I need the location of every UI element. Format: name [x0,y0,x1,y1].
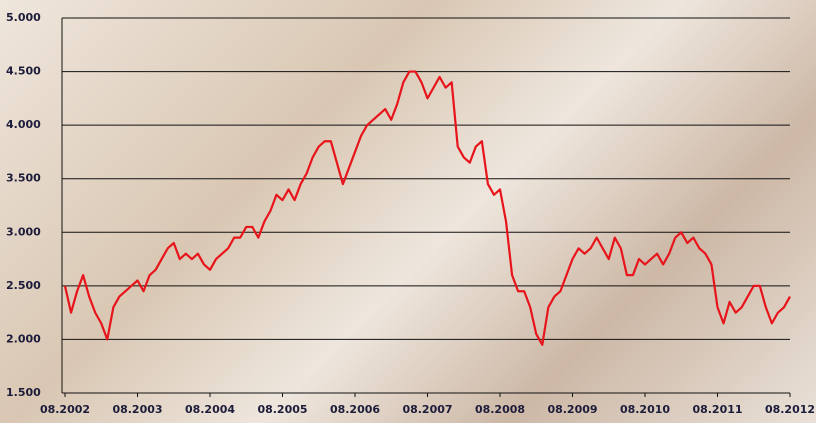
y-tick-label: 5.000 [6,11,41,24]
x-tick-label: 08.2002 [40,403,90,416]
x-tick-label: 08.2009 [547,403,597,416]
x-tick-label: 08.2012 [765,403,815,416]
y-tick-label: 2.000 [6,332,41,345]
y-tick-label: 3.000 [6,225,41,238]
y-tick-label: 4.000 [6,118,41,131]
y-tick-label: 3.500 [6,172,41,185]
x-tick-label: 08.2007 [402,403,452,416]
x-tick-label: 08.2010 [620,403,670,416]
line-series [65,72,790,345]
x-tick-label: 08.2011 [692,403,742,416]
x-tick-label: 08.2006 [330,403,380,416]
y-tick-label: 2.500 [6,279,41,292]
y-tick-label: 1.500 [6,386,41,399]
x-tick-label: 08.2008 [475,403,525,416]
chart: 1.500 2.000 2.500 3.000 3.500 4.000 4.500 5.000… [0,0,816,423]
y-tick-label: 4.500 [6,65,41,78]
x-tick-label: 08.2005 [257,403,307,416]
x-tick-label: 08.2004 [185,403,235,416]
x-tick-label: 08.2003 [112,403,162,416]
